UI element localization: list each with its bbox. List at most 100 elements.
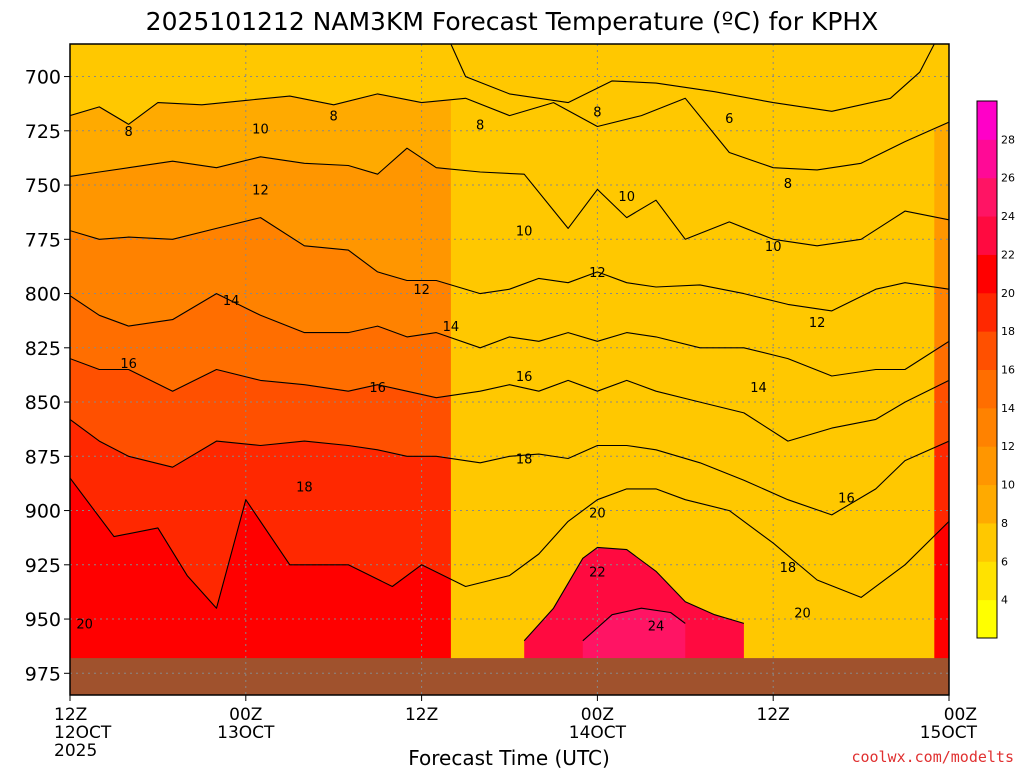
y-tick-label: 800 xyxy=(25,284,61,306)
x-tick-time: 00Z xyxy=(581,705,614,725)
colorbar-label: 16 xyxy=(1001,364,1015,377)
y-tick-label: 775 xyxy=(25,229,61,251)
isotherm-label: 12 xyxy=(809,316,826,331)
isotherm-22 xyxy=(523,546,745,642)
y-tick-label: 825 xyxy=(25,338,61,360)
isotherm-label: 22 xyxy=(589,565,606,580)
colorbar-label: 22 xyxy=(1001,248,1015,261)
colorbar-swatch xyxy=(977,331,997,370)
y-tick-label: 950 xyxy=(25,609,61,631)
isotherm-label: 12 xyxy=(413,283,430,298)
isotherm-label: 12 xyxy=(252,183,269,198)
isotherm-label-layer: 6 8 8 8 8 8 10 10 10 10 12 12 12 12 14 14 14 16 16 16 16 18 18… xyxy=(76,105,854,634)
x-tick-time: 12Z xyxy=(405,705,438,725)
colorbar-swatch xyxy=(977,599,997,639)
isotherm-18 xyxy=(70,418,949,516)
isotherm-label: 24 xyxy=(648,620,665,635)
x-tick-time: 12Z xyxy=(54,705,87,725)
isotherm-label: 14 xyxy=(750,381,767,396)
colorbar-swatch xyxy=(977,407,997,447)
colorbar-swatch xyxy=(977,292,997,332)
colorbar-label: 4 xyxy=(1001,594,1008,607)
colorbar-label: 8 xyxy=(1001,517,1008,530)
y-tick-label: 925 xyxy=(25,555,61,577)
y-tick-label: 875 xyxy=(25,446,61,468)
x-tick-time: 00Z xyxy=(944,705,977,725)
isotherm-label: 8 xyxy=(124,125,132,140)
isotherm-label: 16 xyxy=(838,492,855,507)
y-axis: 700 725 750 775 800 825 850 875 900 925 950 975 xyxy=(25,67,70,685)
isotherm-label: 18 xyxy=(516,452,533,467)
isotherm-label: 8 xyxy=(784,177,792,192)
isotherm-label: 20 xyxy=(794,607,811,622)
isotherm-label: 10 xyxy=(765,240,782,255)
plot-frame xyxy=(69,43,950,696)
colorbar-swatch xyxy=(977,216,997,255)
colorbar-label: 20 xyxy=(1001,287,1015,300)
isotherm-label: 18 xyxy=(780,561,797,576)
colorbar-swatch xyxy=(977,522,997,562)
x-tick-date: 14OCT xyxy=(569,723,627,743)
isotherm-20 xyxy=(70,477,949,609)
isotherm-label: 20 xyxy=(76,617,93,632)
colorbar-swatch xyxy=(977,139,997,179)
colorbar-label: 10 xyxy=(1001,479,1015,492)
isotherm-24 xyxy=(582,607,686,642)
colorbar-frame xyxy=(976,100,998,639)
x-tick-date: 13OCT xyxy=(217,723,275,743)
isotherm-label: 8 xyxy=(476,118,484,133)
terrain-layer xyxy=(70,658,949,695)
chart-title: 2025101212 NAM3KM Forecast Temperature (… xyxy=(146,7,879,36)
isotherm-14 xyxy=(70,293,949,377)
isotherm-6 xyxy=(450,44,935,112)
y-tick-label: 975 xyxy=(25,663,61,685)
colorbar-label: 28 xyxy=(1001,133,1015,146)
colorbar-swatch xyxy=(977,561,997,601)
isotherm-label: 16 xyxy=(120,357,137,372)
colorbar-label: 18 xyxy=(1001,325,1015,338)
colorbar-label: 12 xyxy=(1001,440,1015,453)
colorbar-label: 26 xyxy=(1001,172,1015,185)
colorbar-swatch xyxy=(977,177,997,217)
colorbar-label: 14 xyxy=(1001,402,1015,415)
terrain-surface xyxy=(70,658,949,695)
colorbar-label: 6 xyxy=(1001,555,1008,568)
isotherm-16 xyxy=(70,358,949,442)
isotherm-8 xyxy=(70,93,949,171)
isotherm-label: 14 xyxy=(223,294,240,309)
isotherm-label: 8 xyxy=(593,105,601,120)
isotherm-label: 10 xyxy=(516,225,533,240)
x-tick-time: 00Z xyxy=(229,705,262,725)
colorbar-swatch xyxy=(977,369,997,409)
isotherm-layer xyxy=(70,44,949,642)
colorbar-swatch xyxy=(977,254,997,294)
colorbar-label: 24 xyxy=(1001,210,1015,223)
isotherm-label: 18 xyxy=(296,481,313,496)
isotherm-label: 16 xyxy=(369,381,386,396)
x-tick-date: 12OCT xyxy=(54,723,112,743)
site-credit: coolwx.com/modelts xyxy=(851,748,1014,766)
colorbar-swatch xyxy=(977,101,997,140)
y-tick-label: 725 xyxy=(25,121,61,143)
y-tick-label: 700 xyxy=(25,67,61,89)
isotherm-label: 6 xyxy=(725,112,733,127)
isotherm-label: 10 xyxy=(252,123,269,138)
y-tick-label: 900 xyxy=(25,501,61,523)
x-tick-date: 15OCT xyxy=(920,723,978,743)
isotherm-label: 12 xyxy=(589,266,606,281)
isotherm-12 xyxy=(70,217,949,312)
x-tick-year: 2025 xyxy=(54,741,97,761)
y-tick-label: 850 xyxy=(25,392,61,414)
colorbar-swatch xyxy=(977,446,997,486)
isotherm-label: 14 xyxy=(443,320,460,335)
y-tick-label: 750 xyxy=(25,175,61,197)
isotherm-label: 16 xyxy=(516,370,533,385)
isotherm-10 xyxy=(70,147,949,247)
colorbar-swatch xyxy=(977,484,997,524)
x-axis-title: Forecast Time (UTC) xyxy=(408,746,610,768)
warm-core-band xyxy=(450,44,935,695)
x-tick-time: 12Z xyxy=(757,705,790,725)
temperature-fill-layer xyxy=(70,44,949,695)
